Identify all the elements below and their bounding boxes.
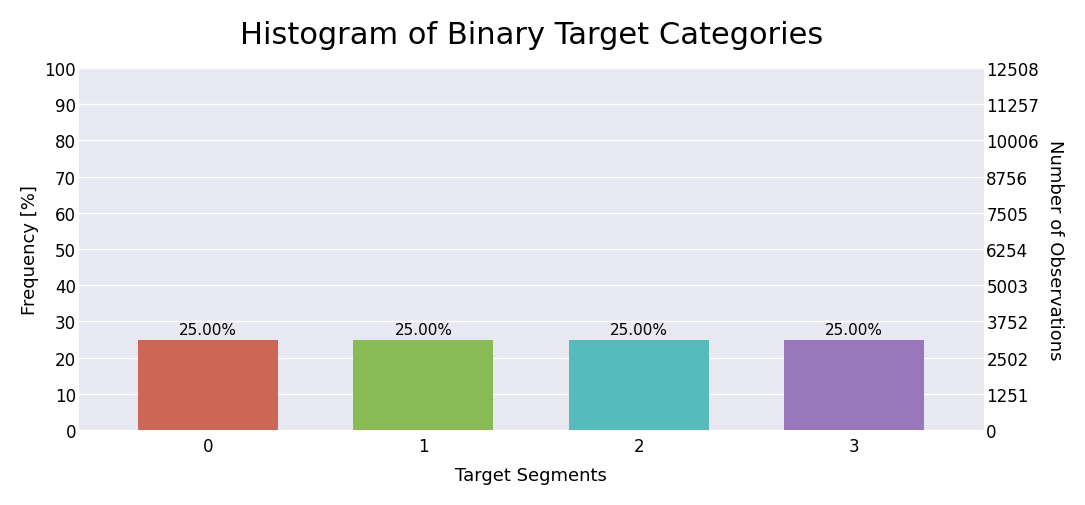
X-axis label: Target Segments: Target Segments (456, 466, 608, 484)
Bar (784, 340, 924, 430)
Text: 25.00%: 25.00% (395, 322, 452, 337)
Title: Histogram of Binary Target Categories: Histogram of Binary Target Categories (240, 21, 822, 49)
Text: 25.00%: 25.00% (610, 322, 668, 337)
Text: 25.00%: 25.00% (826, 322, 883, 337)
Text: 25.00%: 25.00% (179, 322, 237, 337)
Y-axis label: Frequency [%]: Frequency [%] (21, 185, 39, 314)
Bar (354, 340, 494, 430)
Bar (569, 340, 709, 430)
Y-axis label: Number of Observations: Number of Observations (1046, 139, 1064, 360)
Bar (138, 340, 278, 430)
